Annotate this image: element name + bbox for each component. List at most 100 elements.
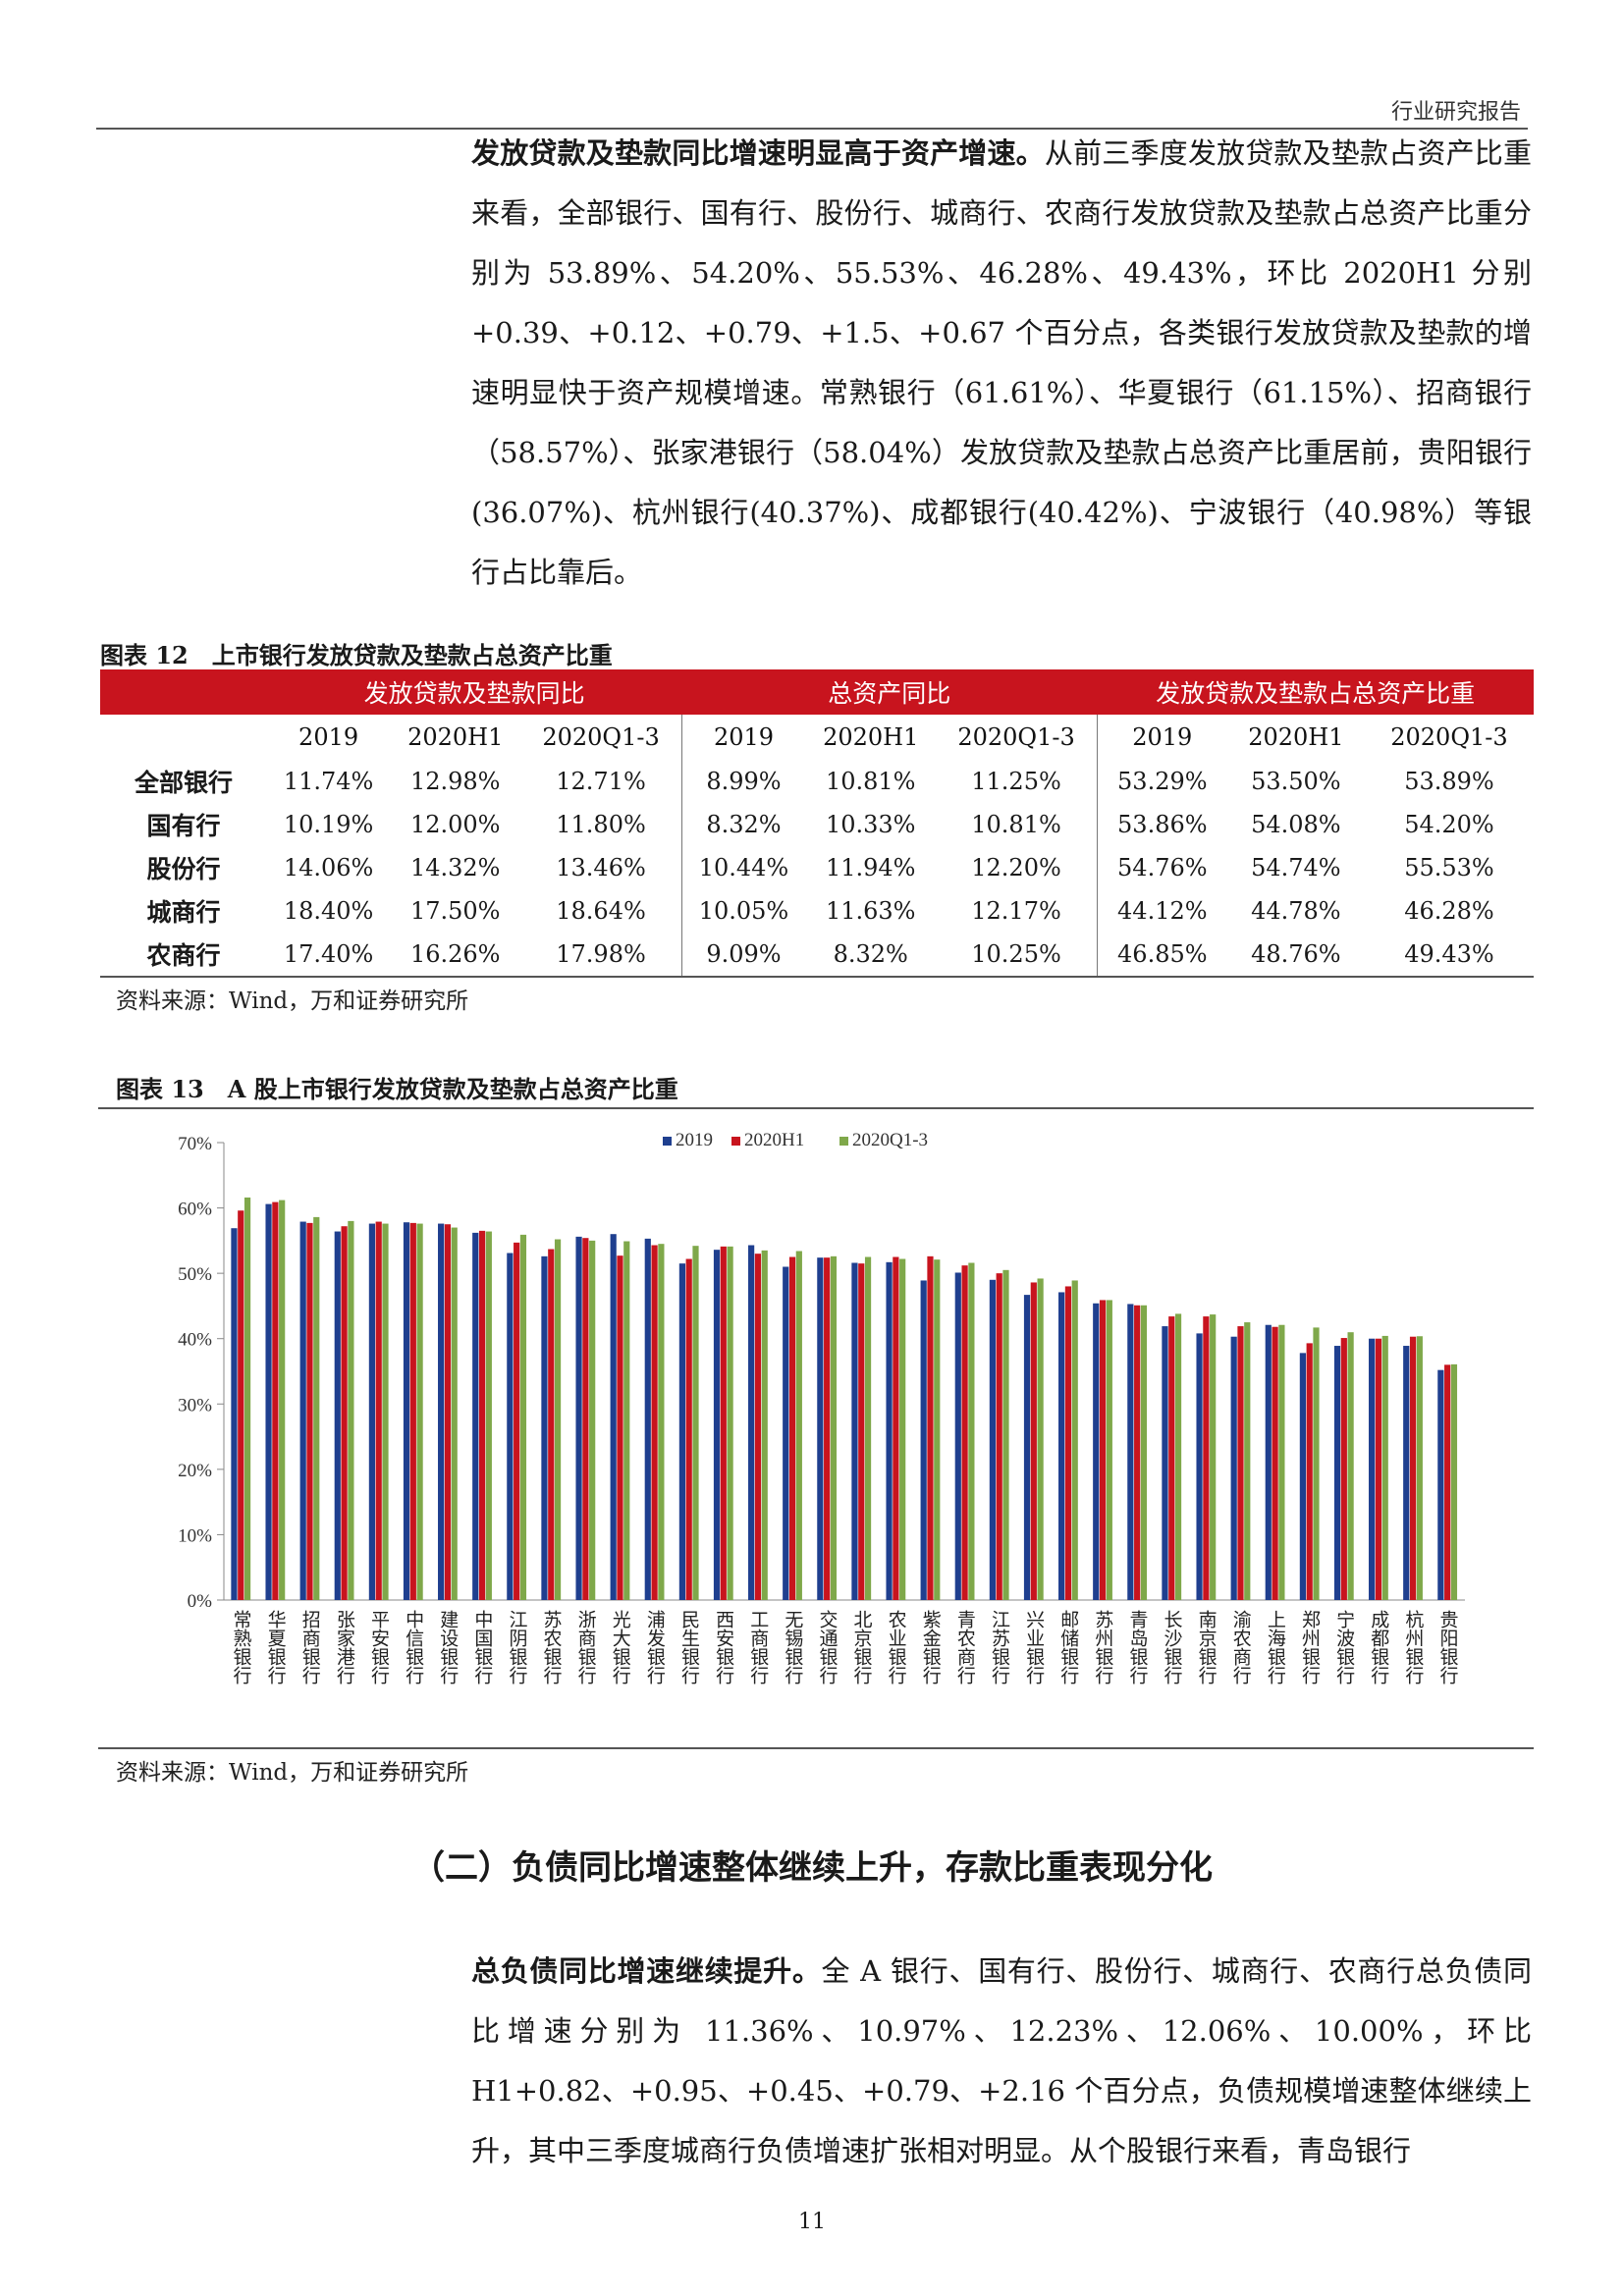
y-tick-label: 20% bbox=[178, 1461, 212, 1481]
bar-2019 bbox=[920, 1280, 927, 1600]
x-tick-label: 长沙银行 bbox=[1162, 1610, 1183, 1684]
bar-2020q1-3 bbox=[313, 1216, 320, 1600]
bar-2020q1-3 bbox=[279, 1200, 286, 1600]
table-cell: 8.32% bbox=[680, 803, 806, 846]
bar-2020h1 bbox=[824, 1257, 831, 1600]
paragraph-loans-vs-assets: 发放贷款及垫款同比增速明显高于资产增速。从前三季度发放贷款及垫款占资产比重来看，… bbox=[471, 124, 1532, 603]
table-cell: 54.74% bbox=[1251, 854, 1341, 881]
table-cell: 10.81% bbox=[825, 768, 916, 795]
bar-2020q1-3 bbox=[899, 1258, 906, 1600]
y-tick-label: 0% bbox=[188, 1591, 213, 1612]
row-label: 农商行 bbox=[100, 933, 267, 978]
bar-2020q1-3 bbox=[1140, 1305, 1148, 1600]
x-tick-label: 兴业银行 bbox=[1023, 1610, 1045, 1684]
x-tick-label: 浙商银行 bbox=[575, 1610, 597, 1684]
paragraph-lead: 发放贷款及垫款同比增速明显高于资产增速。 bbox=[471, 136, 1045, 170]
table-cell: 11.63% bbox=[825, 897, 916, 925]
table-row: 城商行 18.40% 17.50% 18.64% 10.05% 11.63% 12.17% 4… bbox=[100, 889, 1534, 933]
bar-2019 bbox=[989, 1279, 996, 1600]
x-tick-label: 北京银行 bbox=[851, 1610, 873, 1684]
bar-2020q1-3 bbox=[1450, 1363, 1458, 1600]
bar-2020h1 bbox=[1237, 1326, 1244, 1600]
sub-header: 2020Q1-3 bbox=[1390, 723, 1508, 751]
bar-2020h1 bbox=[548, 1249, 555, 1600]
x-tick-label: 平安银行 bbox=[368, 1610, 390, 1684]
table-cell: 54.76% bbox=[1096, 846, 1227, 889]
bar-2020h1 bbox=[651, 1245, 658, 1600]
table-cell: 53.50% bbox=[1251, 768, 1341, 795]
bar-2019 bbox=[507, 1253, 514, 1600]
bar-2019 bbox=[231, 1228, 238, 1600]
bar-2020h1 bbox=[238, 1210, 244, 1600]
table-cell: 11.94% bbox=[825, 854, 916, 881]
bar-2019 bbox=[886, 1261, 893, 1600]
table-cell: 11.80% bbox=[556, 811, 646, 838]
x-tick-label: 农业银行 bbox=[886, 1610, 907, 1684]
bar-2020q1-3 bbox=[761, 1250, 768, 1600]
y-tick-label: 50% bbox=[178, 1264, 212, 1285]
bar-2019 bbox=[851, 1262, 858, 1600]
x-tick-label: 紫金银行 bbox=[920, 1610, 942, 1684]
bar-2020q1-3 bbox=[1381, 1335, 1388, 1600]
chart-svg: 0% 10% 20% 30% 40% 50% 60% 70% 常熟银行 华夏银行 招商银行 张家港行平… bbox=[178, 1130, 1465, 1684]
bar-2020h1 bbox=[1444, 1364, 1451, 1600]
header-divider bbox=[96, 128, 1528, 130]
table-cell: 9.09% bbox=[680, 933, 806, 978]
bar-2020h1 bbox=[272, 1201, 279, 1600]
table-cell: 44.12% bbox=[1096, 889, 1227, 933]
x-tick-label: 民生银行 bbox=[678, 1610, 700, 1684]
table-cell: 8.99% bbox=[680, 760, 806, 803]
table-row: 股份行 14.06% 14.32% 13.46% 10.44% 11.94% 12.20% 5… bbox=[100, 846, 1534, 889]
table-row: 全部银行 11.74% 12.98% 12.71% 8.99% 10.81% 11.25% 5… bbox=[100, 760, 1534, 803]
bar-2020h1 bbox=[617, 1255, 623, 1600]
table-cell: 53.29% bbox=[1096, 760, 1227, 803]
bar-2019 bbox=[368, 1223, 375, 1600]
table-cell: 10.81% bbox=[971, 811, 1061, 838]
table-cell: 17.98% bbox=[520, 933, 682, 978]
x-tick-label: 光大银行 bbox=[610, 1610, 631, 1684]
x-tick-label: 渝农商行 bbox=[1230, 1610, 1252, 1684]
table-cell: 12.00% bbox=[409, 811, 501, 838]
y-tick-label: 10% bbox=[178, 1525, 212, 1546]
paragraph-lead: 总负债同比增速继续提升。 bbox=[471, 1954, 822, 1988]
bar-2020q1-3 bbox=[1347, 1332, 1354, 1600]
bar-2020h1 bbox=[444, 1224, 452, 1600]
bar-2019 bbox=[1058, 1292, 1065, 1600]
loans-ratio-bar-chart: 0% 10% 20% 30% 40% 50% 60% 70% 常熟银行 华夏银行 招商银行 张家港行平… bbox=[98, 1119, 1534, 1747]
table-row: 国有行 10.19% 12.00% 11.80% 8.32% 10.33% 10.81% 53… bbox=[100, 803, 1534, 846]
bar-2019 bbox=[1162, 1326, 1168, 1600]
bar-2019 bbox=[610, 1234, 617, 1600]
table-group-header-row: 发放贷款及垫款同比 总资产同比 发放贷款及垫款占总资产比重 bbox=[100, 669, 1534, 715]
bar-2020h1 bbox=[754, 1254, 762, 1600]
figure-12-source: 资料来源：Wind，万和证券研究所 bbox=[116, 988, 469, 1014]
bar-2020h1 bbox=[1203, 1316, 1210, 1600]
legend-swatch bbox=[663, 1137, 672, 1146]
table-corner-cell bbox=[100, 715, 267, 760]
paragraph-liabilities: 总负债同比增速继续提升。全 A 银行、国有行、股份行、城商行、农商行总负债同比增… bbox=[471, 1942, 1532, 2181]
x-tick-label: 无锡银行 bbox=[782, 1610, 803, 1684]
bar-2019 bbox=[575, 1236, 582, 1600]
bar-2020h1 bbox=[961, 1265, 968, 1600]
table-cell: 10.33% bbox=[825, 811, 916, 838]
x-tick-label: 成都银行 bbox=[1368, 1610, 1389, 1684]
x-tick-label: 上海银行 bbox=[1265, 1610, 1286, 1684]
x-tick-label: 建设银行 bbox=[437, 1610, 459, 1684]
y-tick-label: 60% bbox=[178, 1200, 212, 1220]
bar-2019 bbox=[713, 1250, 721, 1600]
bar-2020h1 bbox=[858, 1263, 865, 1600]
bar-2019 bbox=[1299, 1353, 1306, 1600]
x-tick-label: 中国银行 bbox=[471, 1610, 493, 1684]
sub-header: 2020Q1-3 bbox=[542, 723, 660, 751]
bar-2019 bbox=[1230, 1336, 1237, 1600]
table-cell: 10.19% bbox=[283, 811, 374, 838]
table-cell: 46.28% bbox=[1404, 897, 1494, 925]
table-cell: 18.64% bbox=[556, 897, 646, 925]
row-label: 股份行 bbox=[146, 855, 221, 883]
bar-2020q1-3 bbox=[864, 1256, 872, 1600]
bar-2019 bbox=[1127, 1304, 1134, 1600]
bar-2020q1-3 bbox=[519, 1234, 527, 1600]
bar-2020h1 bbox=[1306, 1343, 1313, 1600]
table-cell: 18.40% bbox=[283, 897, 374, 925]
table-cell: 16.26% bbox=[390, 933, 521, 978]
bar-2019 bbox=[1093, 1303, 1100, 1600]
